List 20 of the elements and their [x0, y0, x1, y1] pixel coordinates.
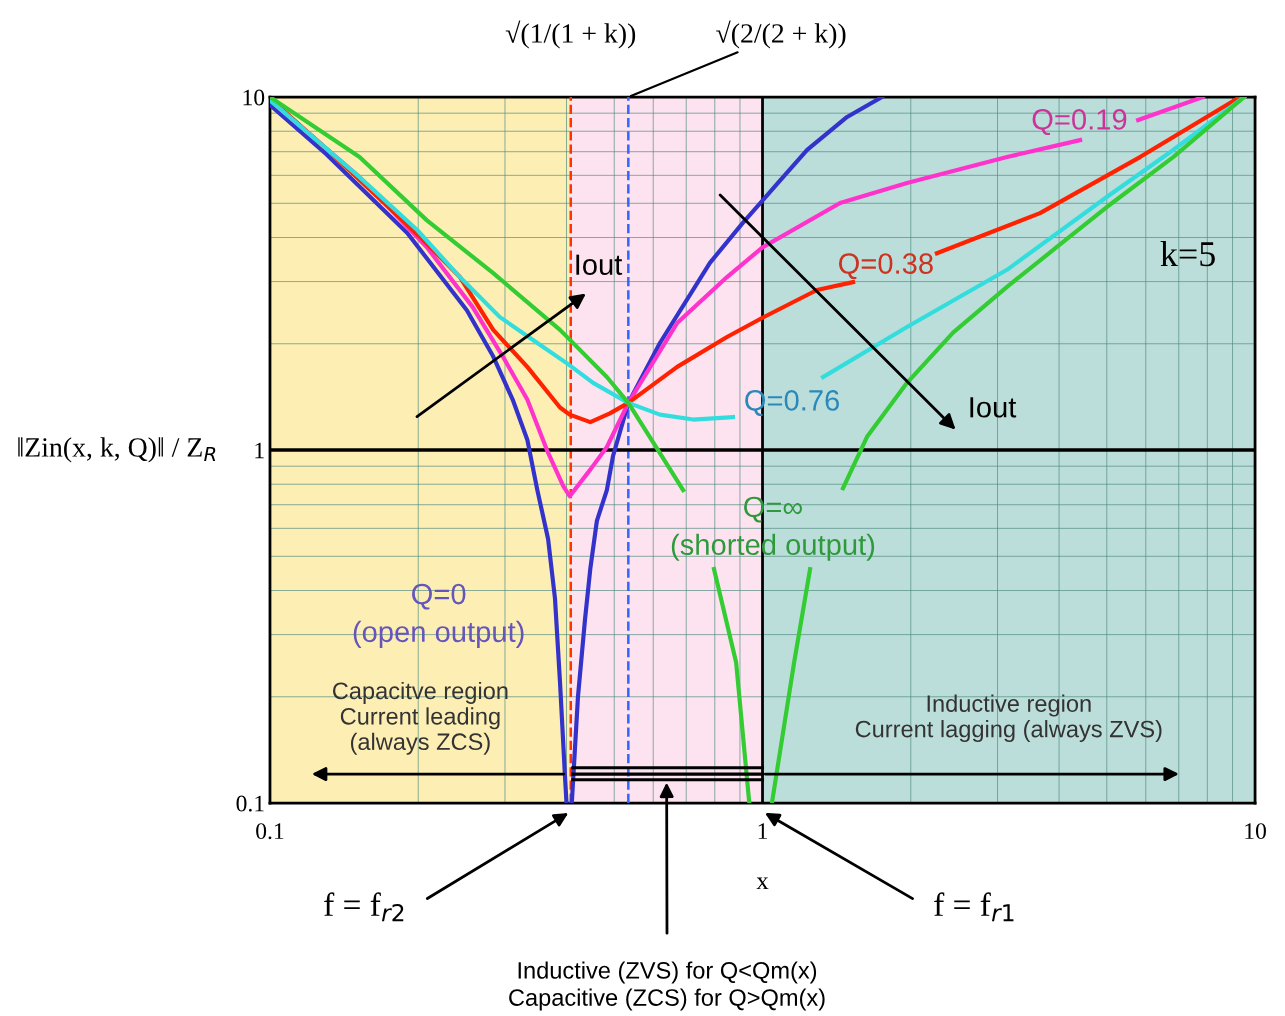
x-tick-label: 0.1 [256, 823, 284, 840]
text: f = f$_{r2}$ [324, 892, 404, 922]
band-label: Inductive region Current lagging (always ZVS) [855, 694, 1162, 743]
y-tick-label: 10 [243, 89, 265, 106]
text: f = f$_{r1}$ [934, 892, 1014, 922]
ref-line-label: √(1/(1 + k)) [505, 20, 636, 49]
x-tick-label: 1 [758, 823, 768, 839]
series-label: Q=0.19 [1032, 109, 1127, 135]
ref-line-label: √(2/(2 + k)) [716, 20, 846, 49]
series-label: Q=0.38 [839, 253, 933, 280]
annotation: k=5 [1160, 240, 1215, 267]
text: Inductive (ZVS) for Q<Qm(x) Capacitive (ZCS) for Q>Qm(x) [509, 961, 825, 1011]
y-tick-label: 1 [255, 442, 264, 459]
annotation: Iout [970, 397, 1017, 418]
x-tick-label: 10 [1245, 823, 1266, 840]
y-tick-label: 0.1 [236, 795, 264, 812]
annotation: Iout [576, 254, 623, 276]
y-axis-title: ‖Zin(x, k, Q)‖ / Z$_{R}$ [18, 437, 216, 463]
x-axis-title: x [756, 877, 769, 890]
band-label: Capacitve region Current leading (always ZCS) [332, 681, 508, 755]
